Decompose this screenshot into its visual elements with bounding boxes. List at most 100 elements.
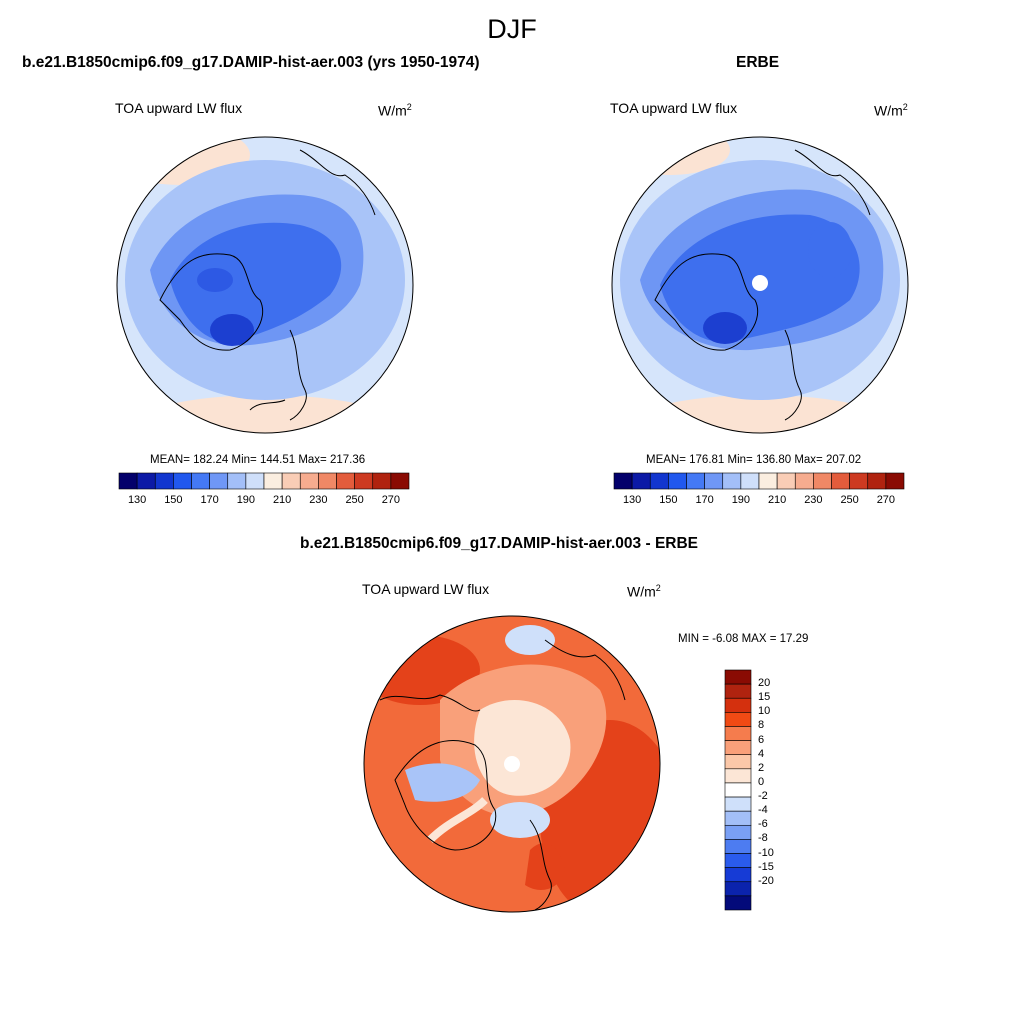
panel3-colorbar-box: [724, 669, 752, 685]
panel2-colorbar-box: [686, 472, 705, 490]
panel2-colorbar-tick-label: 230: [804, 494, 823, 506]
panel3-polar-map: [364, 616, 660, 912]
panel3-colorbar-tick-label: 4: [758, 747, 765, 760]
panel1-colorbar-tick-label: 270: [381, 494, 401, 506]
panel3-colorbar-tick-label: -2: [758, 790, 768, 803]
panel1-colorbar-ticks: 130 150 170 190 210 230 250 270: [119, 494, 409, 508]
panel2-colorbar-box: [740, 472, 760, 490]
panel3-colorbar-box: [724, 867, 752, 883]
panel1-colorbar-box: [191, 472, 210, 490]
panel1-colorbar-box: [354, 472, 374, 490]
panel1-colorbar: [118, 472, 410, 490]
panel2-colorbar-box: [649, 472, 669, 490]
panel3-colorbar-tick-label: 8: [758, 719, 765, 732]
panel3-colorbar-ticks: 20 15 10 8 6 4 2 0 -2 -4 -6 -8 -10 -15 -20: [758, 670, 798, 910]
panel2-colorbar-box: [758, 472, 778, 490]
panel1-colorbar-box: [390, 472, 410, 490]
panel3-units: W/m2: [627, 583, 661, 600]
panel3-colorbar-tick-label: 20: [758, 677, 771, 690]
panel3-colorbar-tick-label: -8: [758, 832, 768, 845]
panel3-colorbar: [724, 669, 752, 911]
panel2-colorbar-box: [668, 472, 687, 490]
panel3-colorbar-box: [724, 754, 752, 770]
panel3-colorbar-box: [724, 853, 752, 868]
panel3-colorbar-box: [724, 712, 752, 727]
panel3-colorbar-box: [724, 796, 752, 812]
panel1-colorbar-box: [136, 472, 156, 490]
panel2-polar-map: [612, 137, 908, 433]
panel3-colorbar-tick-label: 10: [758, 705, 771, 718]
panel2-colorbar-box: [885, 472, 905, 490]
panel3-colorbar-tick-label: 2: [758, 761, 765, 774]
panel1-colorbar-tick-label: 150: [164, 494, 183, 506]
panel3-colorbar-box: [724, 839, 752, 854]
panel2-colorbar-tick-label: 130: [622, 494, 642, 506]
panel2-stats: MEAN= 176.81 Min= 136.80 Max= 207.02: [646, 454, 862, 466]
panel3-colorbar-tick-label: -6: [758, 818, 768, 831]
panel3-colorbar-tick-label: -10: [758, 846, 774, 859]
panel2-pole-missing-data: [752, 275, 768, 291]
panel3-colorbar-box: [724, 881, 752, 897]
panel2-title: ERBE: [736, 54, 780, 71]
panel3-stats: MIN = -6.08 MAX = 17.29: [678, 633, 809, 645]
panel2-units: W/m2: [874, 102, 908, 119]
panel3-colorbar-box: [724, 824, 752, 840]
panel1-colorbar-box: [118, 472, 138, 490]
panel2-colorbar-box: [776, 472, 796, 490]
panel1-colorbar-box: [209, 472, 229, 490]
panel1-colorbar-box: [372, 472, 392, 490]
panel1-colorbar-box: [263, 472, 283, 490]
panel1-variable-label: TOA upward LW flux: [115, 100, 243, 116]
panel1-colorbar-box: [173, 472, 192, 490]
panel1-colorbar-tick-label: 170: [200, 494, 219, 506]
panel1-colorbar-tick-label: 210: [272, 494, 292, 506]
panel3-colorbar-tick-label: -4: [758, 804, 768, 817]
panel2-colorbar: [613, 472, 905, 490]
panel3-colorbar-box: [724, 683, 752, 699]
panel3-colorbar-box: [724, 740, 752, 756]
panel1-colorbar-box: [299, 472, 319, 490]
panel2-colorbar-tick-label: 270: [876, 494, 896, 506]
panel3-colorbar-box: [724, 782, 752, 798]
panel3-colorbar-tick-label: 0: [758, 775, 765, 788]
panel1-colorbar-box: [336, 472, 355, 490]
panel2-colorbar-box: [722, 472, 742, 490]
panel1-colorbar-tick-label: 230: [309, 494, 328, 506]
panel3-colorbar-tick-label: -20: [758, 874, 774, 887]
panel3-colorbar-box: [724, 726, 752, 741]
panel2-colorbar-box: [849, 472, 869, 490]
panel3-variable-label: TOA upward LW flux: [362, 581, 490, 597]
panel1-colorbar-box: [318, 472, 337, 490]
panel3-colorbar-tick-label: 15: [758, 691, 771, 704]
panel3-colorbar-box: [724, 810, 752, 826]
figure-title: DJF: [487, 14, 537, 44]
panel3-colorbar-box: [724, 697, 752, 713]
panel3-colorbar-box: [724, 768, 752, 784]
panel1-units: W/m2: [378, 102, 412, 119]
panel2-colorbar-box: [613, 472, 633, 490]
panel1-colorbar-tick-label: 130: [127, 494, 147, 506]
panel2-colorbar-box: [794, 472, 814, 490]
panel2-colorbar-box: [867, 472, 887, 490]
panel2-colorbar-tick-label: 190: [731, 494, 751, 506]
panel2-variable-label: TOA upward LW flux: [610, 100, 738, 116]
panel3-colorbar-tick-label: 6: [758, 733, 765, 746]
panel1-colorbar-tick-label: 190: [236, 494, 256, 506]
panel1-stats: MEAN= 182.24 Min= 144.51 Max= 217.36: [150, 454, 366, 466]
panel1-colorbar-box: [281, 472, 301, 490]
panel2-colorbar-ticks: 130 150 170 190 210 230 250 270: [614, 494, 904, 508]
panel3-colorbar-tick-label: -15: [758, 860, 774, 873]
panel3-title: b.e21.B1850cmip6.f09_g17.DAMIP-hist-aer.…: [300, 535, 699, 552]
panel1-colorbar-tick-label: 250: [345, 494, 364, 506]
panel2-colorbar-tick-label: 250: [840, 494, 859, 506]
panel2-colorbar-tick-label: 210: [767, 494, 787, 506]
panel1-colorbar-box: [227, 472, 247, 490]
panel2-colorbar-box: [704, 472, 724, 490]
panel3-pole-missing-data: [504, 756, 520, 772]
panel1-title: b.e21.B1850cmip6.f09_g17.DAMIP-hist-aer.…: [22, 54, 480, 71]
panel2-colorbar-box: [831, 472, 850, 490]
panel2-colorbar-tick-label: 150: [659, 494, 678, 506]
panel3-colorbar-box: [724, 895, 752, 911]
panel1-colorbar-box: [154, 472, 174, 490]
